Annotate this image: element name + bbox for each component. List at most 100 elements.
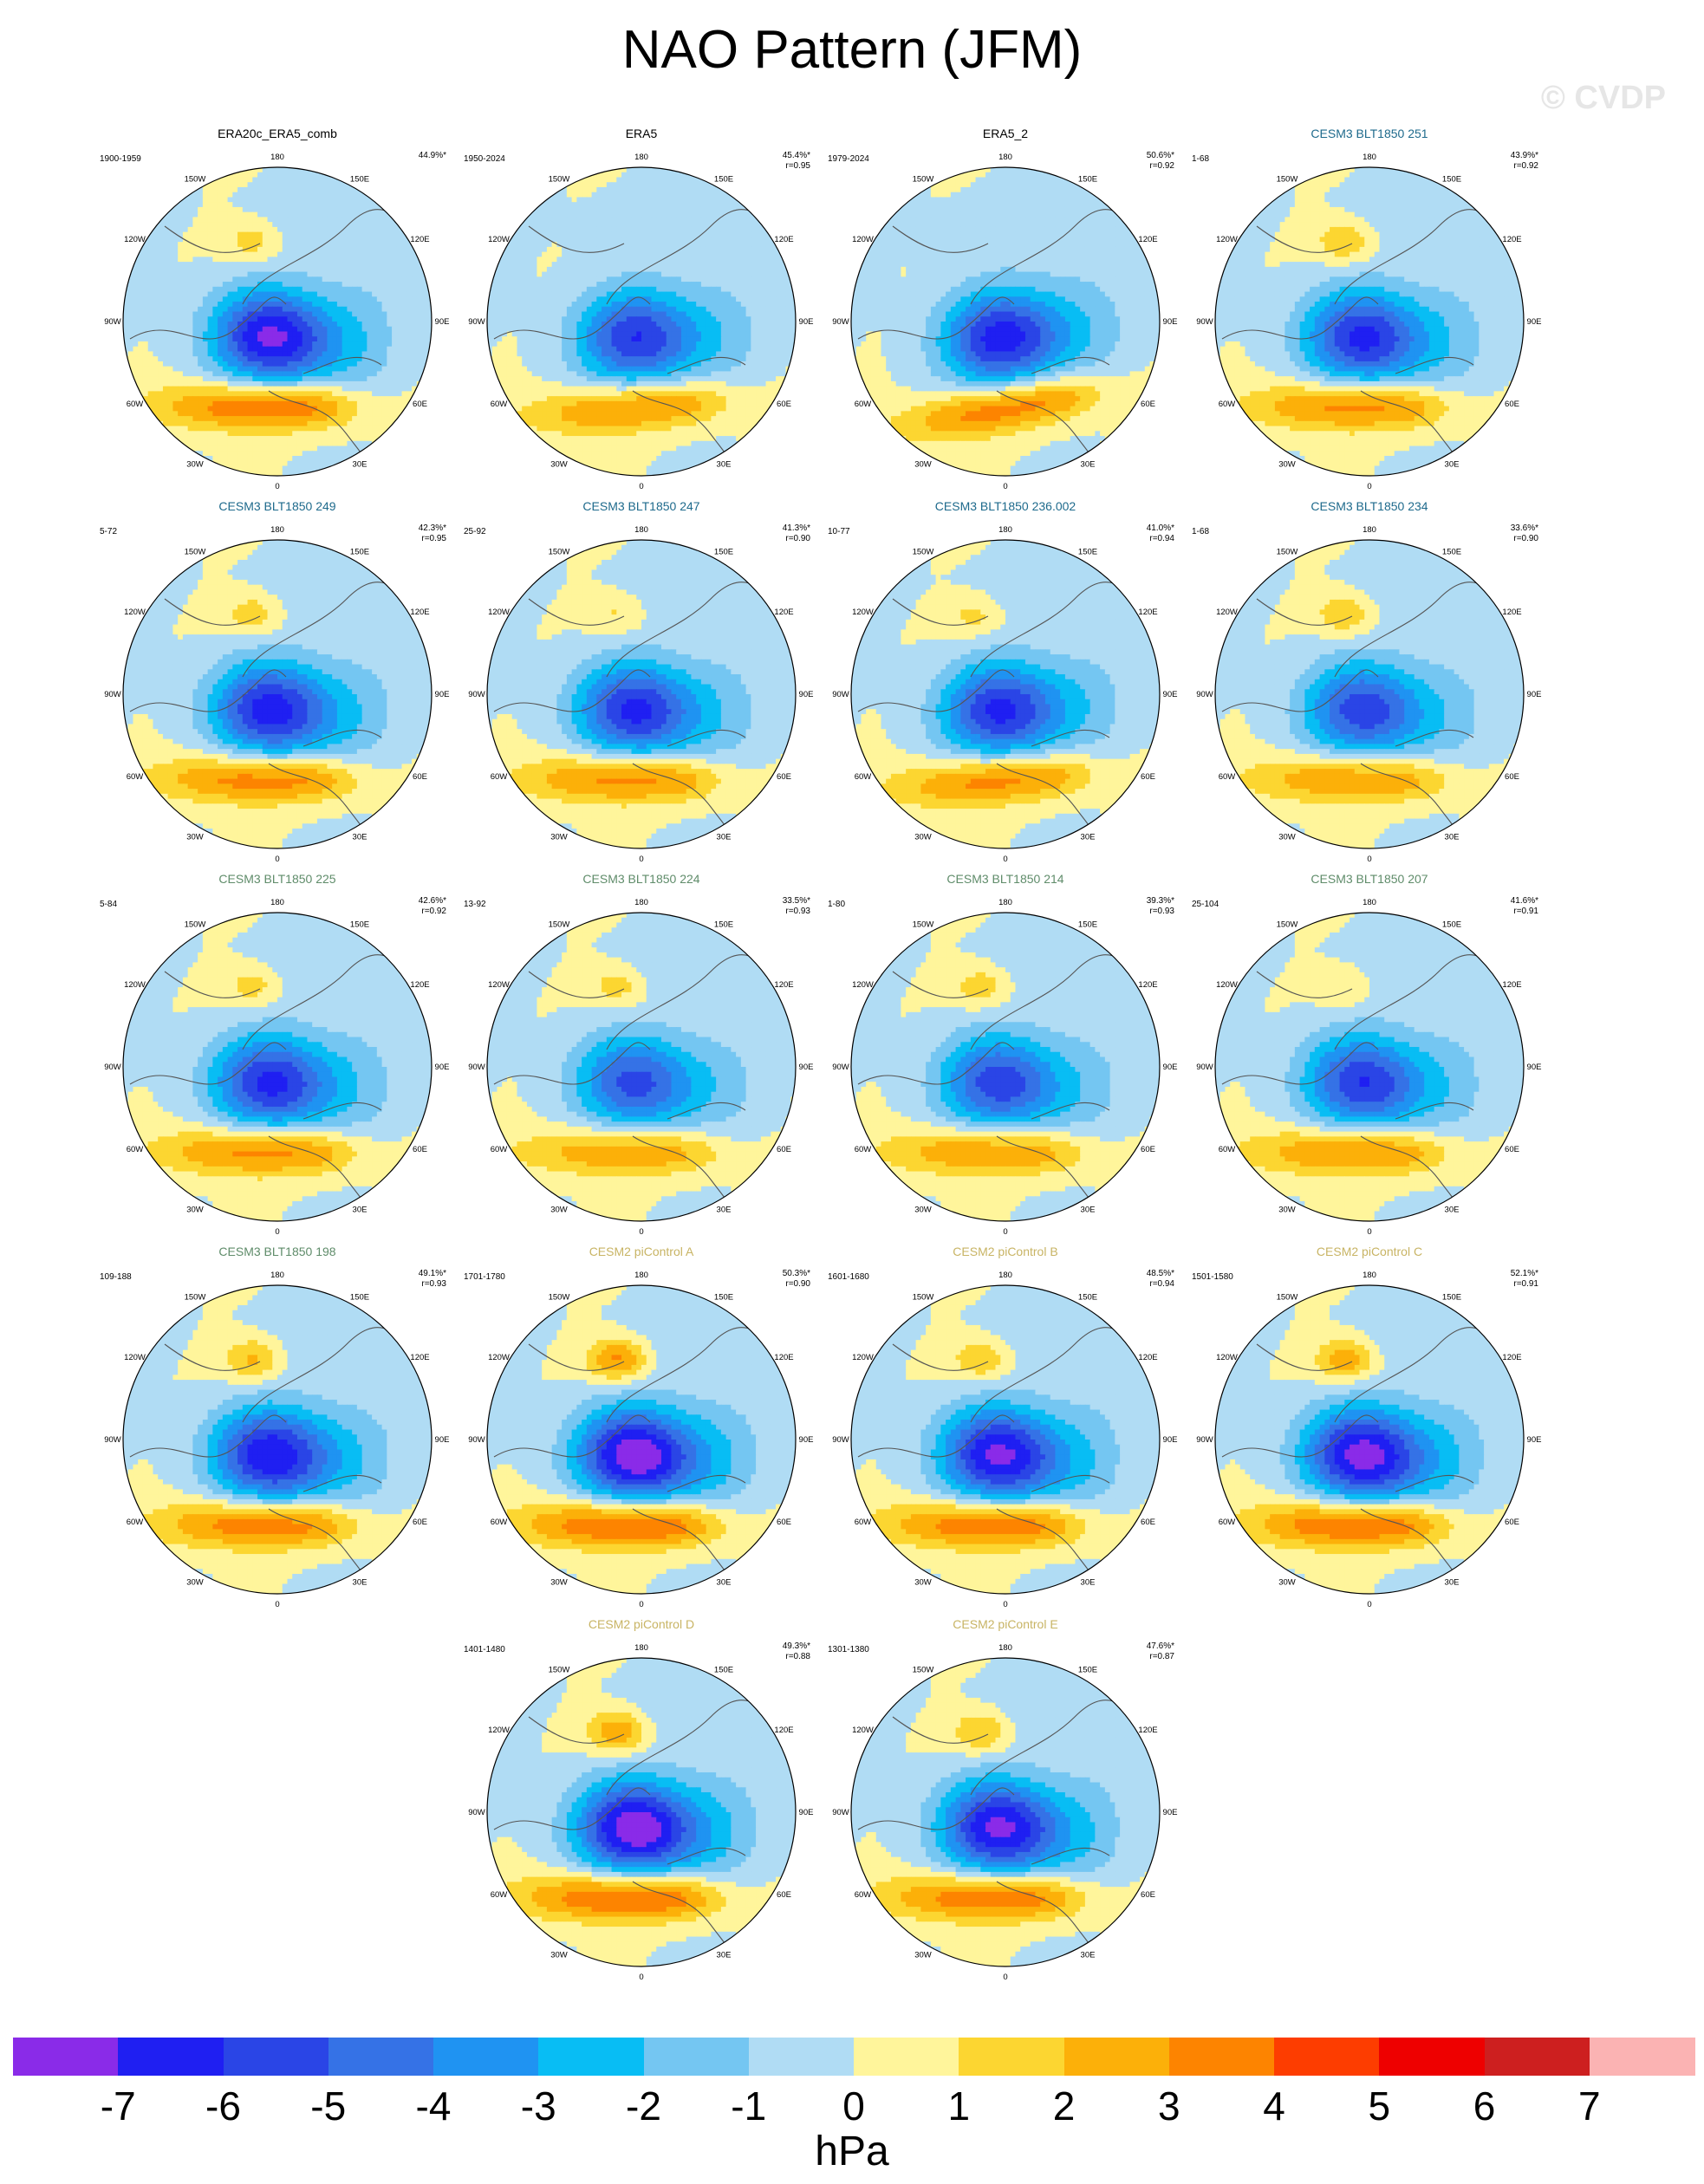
- longitude-label: 180: [634, 1643, 648, 1653]
- longitude-label: 150W: [1277, 175, 1298, 185]
- explained-variance: 41.6%*: [1460, 896, 1538, 907]
- colorbar-units: hPa: [0, 2128, 1704, 2175]
- pressure-anomaly-field: [1215, 167, 1524, 476]
- longitude-label: 180: [998, 1643, 1012, 1653]
- map-boundary: [122, 539, 433, 849]
- longitude-label: 90W: [104, 317, 121, 327]
- longitude-label: 120W: [124, 235, 146, 244]
- panel-stats: 41.0%* r=0.94: [1096, 523, 1174, 544]
- longitude-label: 30E: [353, 1206, 367, 1215]
- longitude-label: 60E: [1505, 772, 1519, 782]
- colorbar-segment: [538, 2038, 644, 2076]
- longitude-label: 0: [1367, 1227, 1371, 1236]
- colorbar-segment: [1589, 2038, 1695, 2076]
- panel-stats: 48.5%* r=0.94: [1096, 1269, 1174, 1290]
- longitude-label: 150E: [714, 548, 733, 557]
- longitude-label: 150W: [185, 920, 206, 930]
- longitude-label: 60E: [777, 772, 791, 782]
- longitude-label: 90W: [468, 1063, 485, 1072]
- longitude-label: 120W: [124, 608, 146, 617]
- coastline: [1221, 1327, 1522, 1592]
- longitude-label: 150W: [549, 175, 570, 185]
- longitude-label: 30E: [1081, 833, 1096, 842]
- panel-stats: 49.3%* r=0.88: [732, 1641, 810, 1662]
- longitude-label: 120W: [488, 235, 510, 244]
- longitude-label: 60E: [777, 1145, 791, 1154]
- panel-stats: 45.4%* r=0.95: [732, 151, 810, 172]
- pattern-correlation: r=0.91: [1460, 1279, 1538, 1290]
- longitude-label: 60W: [855, 400, 872, 409]
- longitude-label: 90E: [1527, 690, 1542, 699]
- longitude-label: 150E: [1442, 548, 1461, 557]
- longitude-label: 150E: [714, 1666, 733, 1675]
- longitude-label: 30E: [1445, 1578, 1460, 1588]
- panel-stats: 44.9%*: [368, 151, 446, 161]
- explained-variance: 39.3%*: [1096, 896, 1174, 907]
- longitude-label: 120E: [410, 1353, 429, 1362]
- coastline: [129, 1327, 430, 1592]
- longitude-label: 60W: [491, 1518, 508, 1527]
- longitude-label: 90W: [1196, 690, 1213, 699]
- map-panel: 180 150E 120E 90E 60E 30E 0 30W 60W 90W 120W 150W CE…: [91, 499, 464, 863]
- longitude-label: 120W: [1216, 980, 1238, 990]
- longitude-label: 120E: [1138, 235, 1157, 244]
- longitude-label: 90E: [1163, 1063, 1178, 1072]
- pressure-anomaly-field: [487, 167, 796, 476]
- panel-period: 1501-1580: [1192, 1272, 1233, 1282]
- longitude-label: 90E: [435, 1063, 450, 1072]
- longitude-label: 60E: [1505, 400, 1519, 409]
- colorbar-segment: [643, 2038, 750, 2076]
- colorbar-segment: [1168, 2038, 1275, 2076]
- explained-variance: 42.6%*: [368, 896, 446, 907]
- longitude-label: 30E: [1081, 460, 1096, 470]
- longitude-label: 180: [1363, 153, 1376, 162]
- colorbar-tick-label: 5: [1368, 2083, 1390, 2129]
- polar-map: 180 150E 120E 90E 60E 30E 0 30W 60W 90W 120W 150W: [1196, 153, 1541, 491]
- pattern-correlation: r=0.94: [1096, 1279, 1174, 1290]
- colorbar-segment: [1379, 2038, 1485, 2076]
- colorbar-tick-label: 1: [947, 2083, 970, 2129]
- pressure-anomaly-field: [487, 913, 796, 1221]
- longitude-label: 120E: [1138, 1726, 1157, 1735]
- longitude-label: 0: [639, 1227, 643, 1236]
- map-panel: 180 150E 120E 90E 60E 30E 0 30W 60W 90W 120W 150W CE…: [1183, 127, 1556, 491]
- longitude-label: 150E: [1078, 920, 1097, 930]
- longitude-label: 120E: [410, 980, 429, 990]
- longitude-label: 30W: [186, 1578, 204, 1588]
- longitude-label: 30W: [1278, 1206, 1296, 1215]
- panel-period: 109-188: [100, 1272, 132, 1282]
- pressure-anomaly-field: [1215, 913, 1524, 1221]
- longitude-label: 60E: [1505, 1518, 1519, 1527]
- longitude-label: 60W: [1219, 1518, 1236, 1527]
- explained-variance: 42.3%*: [368, 523, 446, 534]
- longitude-label: 0: [1003, 855, 1007, 863]
- panel-period: 1-80: [828, 900, 845, 909]
- coastline: [493, 1700, 794, 1965]
- panel-title: CESM3 BLT1850 251: [1183, 127, 1556, 140]
- panel-period: 13-92: [464, 900, 486, 909]
- pressure-anomaly-field: [1215, 1285, 1524, 1594]
- longitude-label: 0: [275, 482, 279, 491]
- pattern-correlation: r=0.93: [1096, 907, 1174, 917]
- longitude-label: 30E: [717, 1206, 732, 1215]
- coastline: [129, 954, 430, 1219]
- panel-title: CESM3 BLT1850 224: [455, 872, 828, 886]
- longitude-label: 180: [998, 525, 1012, 535]
- longitude-label: 120E: [774, 980, 793, 990]
- longitude-label: 120W: [852, 1353, 874, 1362]
- longitude-label: 0: [275, 1600, 279, 1609]
- longitude-label: 60W: [855, 772, 872, 782]
- panel-title: CESM3 BLT1850 207: [1183, 872, 1556, 886]
- longitude-label: 150W: [913, 548, 934, 557]
- longitude-label: 120W: [1216, 235, 1238, 244]
- longitude-label: 30E: [717, 833, 732, 842]
- panel-stats: 41.3%* r=0.90: [732, 523, 810, 544]
- longitude-label: 120W: [852, 608, 874, 617]
- longitude-label: 120E: [1502, 980, 1521, 990]
- panel-period: 1-68: [1192, 154, 1209, 164]
- longitude-label: 0: [1367, 482, 1371, 491]
- colorbar-tick-label: 2: [1053, 2083, 1076, 2129]
- polar-map: 180 150E 120E 90E 60E 30E 0 30W 60W 90W 120W 150W: [832, 898, 1178, 1236]
- panel-title: CESM2 piControl A: [455, 1245, 828, 1258]
- polar-map: 180 150E 120E 90E 60E 30E 0 30W 60W 90W 120W 150W: [104, 525, 449, 863]
